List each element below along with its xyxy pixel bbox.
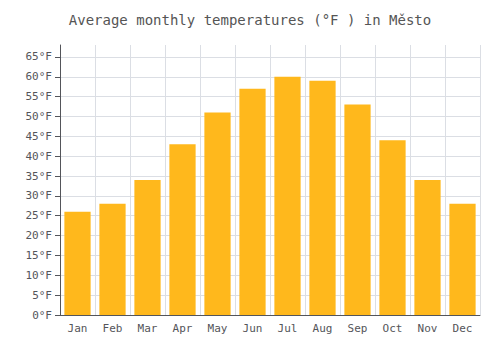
svg-text:30°F: 30°F <box>26 189 53 202</box>
svg-text:May: May <box>208 322 228 335</box>
svg-text:10°F: 10°F <box>26 269 53 282</box>
svg-text:5°F: 5°F <box>32 289 52 302</box>
svg-text:Dec: Dec <box>453 322 473 335</box>
svg-text:55°F: 55°F <box>26 90 53 103</box>
svg-text:Average monthly temperatures (: Average monthly temperatures (°F ) in Mě… <box>69 12 431 28</box>
svg-text:Jan: Jan <box>68 322 88 335</box>
svg-text:35°F: 35°F <box>26 170 53 183</box>
svg-text:Oct: Oct <box>383 322 403 335</box>
svg-text:65°F: 65°F <box>26 50 53 63</box>
svg-text:Feb: Feb <box>103 322 123 335</box>
svg-text:60°F: 60°F <box>26 70 53 83</box>
svg-text:Mar: Mar <box>138 322 158 335</box>
svg-text:Jun: Jun <box>243 322 263 335</box>
svg-text:25°F: 25°F <box>26 209 53 222</box>
svg-text:Sep: Sep <box>348 322 368 335</box>
svg-text:20°F: 20°F <box>26 229 53 242</box>
svg-text:Aug: Aug <box>313 322 333 335</box>
svg-text:Apr: Apr <box>173 322 193 335</box>
svg-text:Nov: Nov <box>418 322 438 335</box>
svg-text:40°F: 40°F <box>26 150 53 163</box>
svg-text:0°F: 0°F <box>32 309 52 322</box>
svg-text:15°F: 15°F <box>26 249 53 262</box>
svg-text:50°F: 50°F <box>26 110 53 123</box>
svg-text:Jul: Jul <box>278 322 298 335</box>
svg-text:45°F: 45°F <box>26 130 53 143</box>
